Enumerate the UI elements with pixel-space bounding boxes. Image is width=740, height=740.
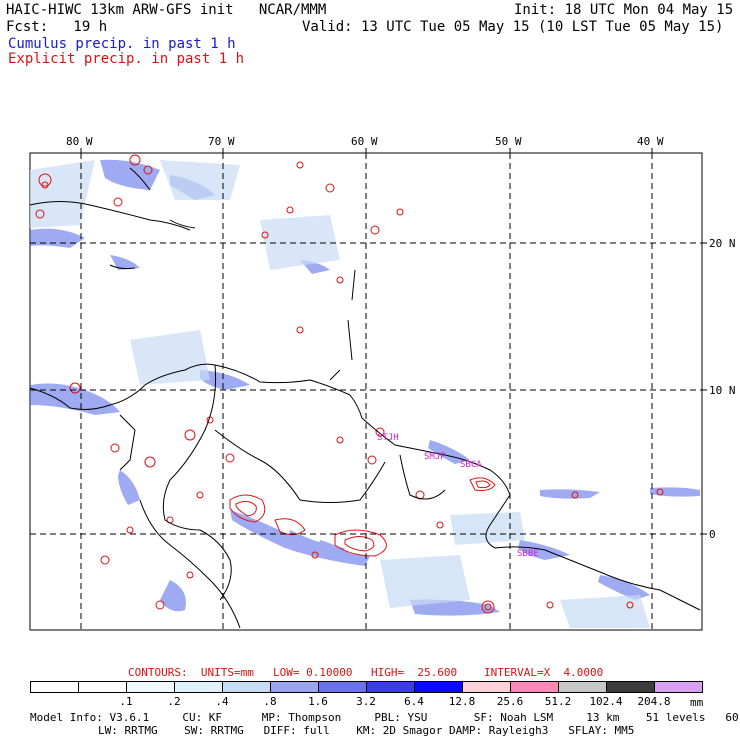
lat-label-0: 0 xyxy=(709,528,716,541)
colorbar-swatch xyxy=(78,681,127,693)
lon-label-50w: 50 W xyxy=(495,135,522,148)
colorbar-swatch xyxy=(30,681,79,693)
plot-title: HAIC-HIWC 13km ARW-GFS init NCAR/MMM xyxy=(6,2,327,18)
colorbar-swatch xyxy=(126,681,175,693)
lon-label-40w: 40 W xyxy=(637,135,664,148)
legend-cumulus: Cumulus precip. in past 1 h xyxy=(8,36,236,52)
contour-units: CONTOURS: UNITS=mm xyxy=(128,666,254,679)
colorbar-level-label: 102.4 xyxy=(589,695,623,708)
colorbar-swatch xyxy=(462,681,511,693)
coastlines xyxy=(29,167,701,629)
station-label-sbbe: SBBE xyxy=(517,549,539,559)
valid-time: Valid: 13 UTC Tue 05 May 15 (10 LST Tue … xyxy=(302,19,724,35)
colorbar-level-label: 204.8 xyxy=(637,695,671,708)
colorbar-swatch xyxy=(222,681,271,693)
lon-label-70w: 70 W xyxy=(208,135,235,148)
colorbar-swatch xyxy=(606,681,655,693)
colorbar-swatch xyxy=(654,681,703,693)
colorbar-level-label: .2 xyxy=(167,695,181,708)
model-info-line1: Model Info: V3.6.1 CU: KF MP: Thompson P… xyxy=(30,711,740,724)
colorbar-swatch xyxy=(414,681,463,693)
grid-ticks xyxy=(80,148,707,535)
forecast-hour: Fcst: 19 h xyxy=(6,19,108,35)
colorbar-level-label: 51.2 xyxy=(544,695,572,708)
contour-low: LOW= 0.10000 xyxy=(273,666,353,679)
colorbar-level-label: 6.4 xyxy=(404,695,424,708)
colorbar-level-label: 12.8 xyxy=(448,695,476,708)
colorbar-swatch xyxy=(270,681,319,693)
colorbar-level-label: .1 xyxy=(119,695,133,708)
colorbar-swatch xyxy=(174,681,223,693)
lat-label-10n: 10 N xyxy=(709,384,736,397)
contour-high: HIGH= 25.600 xyxy=(371,666,458,679)
contour-interval: INTERVAL=X 4.0000 xyxy=(484,666,604,679)
lat-label-20n: 20 N xyxy=(709,237,736,250)
colorbar-level-label: .8 xyxy=(263,695,277,708)
station-label-stjh: STJH xyxy=(377,433,399,443)
colorbar-swatch xyxy=(366,681,415,693)
colorbar-swatch xyxy=(318,681,367,693)
legend-explicit: Explicit precip. in past 1 h xyxy=(8,51,245,67)
colorbar-level-label: 1.6 xyxy=(308,695,328,708)
colorbar-unit: mm xyxy=(690,696,704,709)
colorbar-swatch xyxy=(558,681,607,693)
colorbar-level-label: 25.6 xyxy=(496,695,524,708)
cumulus-light-layer xyxy=(30,160,650,628)
station-label-sbca: SBCA xyxy=(460,460,482,470)
model-info-line2: LW: RRTMG SW: RRTMG DIFF: full KM: 2D Sm… xyxy=(98,724,635,737)
colorbar-level-label: .4 xyxy=(215,695,229,708)
lon-label-60w: 60 W xyxy=(351,135,378,148)
lon-label-80w: 80 W xyxy=(66,135,93,148)
init-time: Init: 18 UTC Mon 04 May 15 xyxy=(514,2,734,18)
colorbar-level-label: 3.2 xyxy=(356,695,376,708)
latlon-grid xyxy=(30,153,702,630)
colorbar-swatch xyxy=(510,681,559,693)
station-label-smjp: SMJP xyxy=(424,452,446,462)
explicit-precip-layer xyxy=(35,154,664,614)
